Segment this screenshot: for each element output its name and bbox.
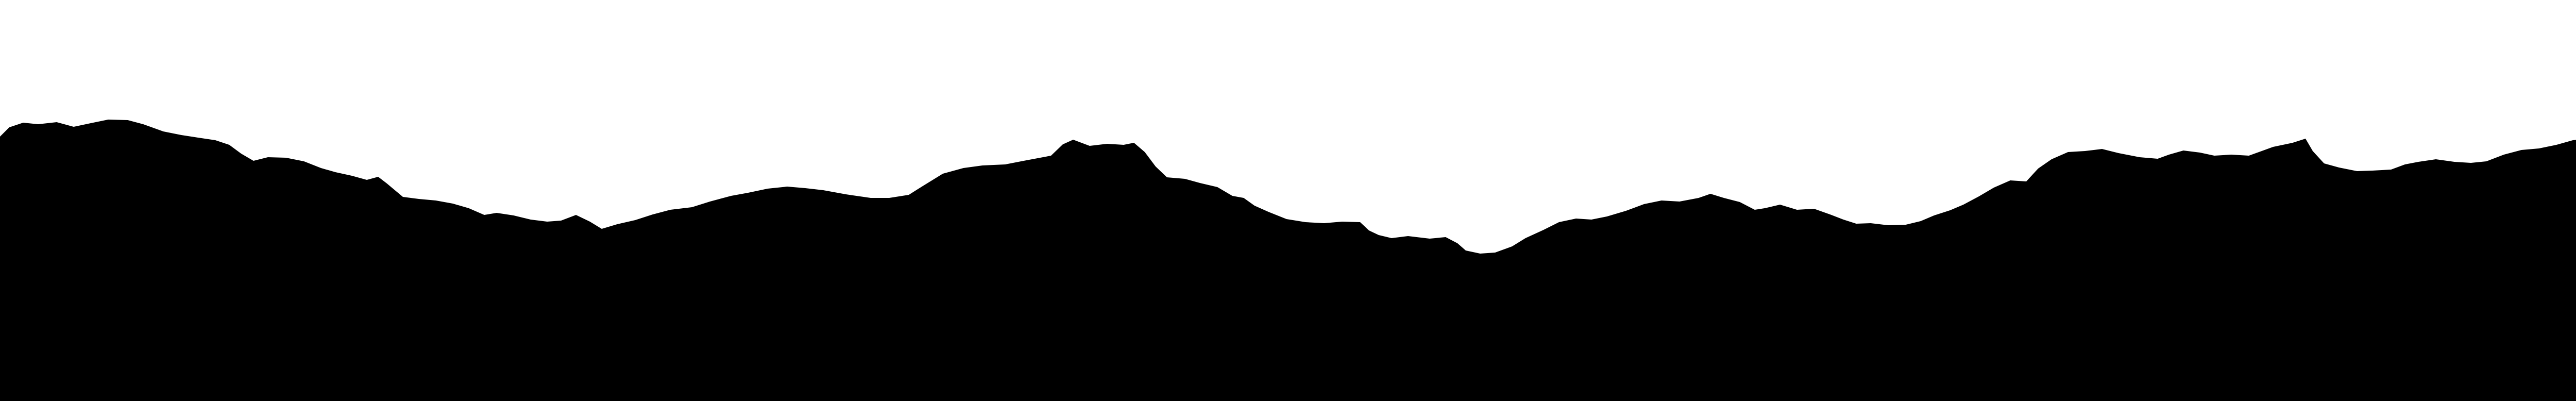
- black-ridge-silhouette: [0, 120, 2576, 401]
